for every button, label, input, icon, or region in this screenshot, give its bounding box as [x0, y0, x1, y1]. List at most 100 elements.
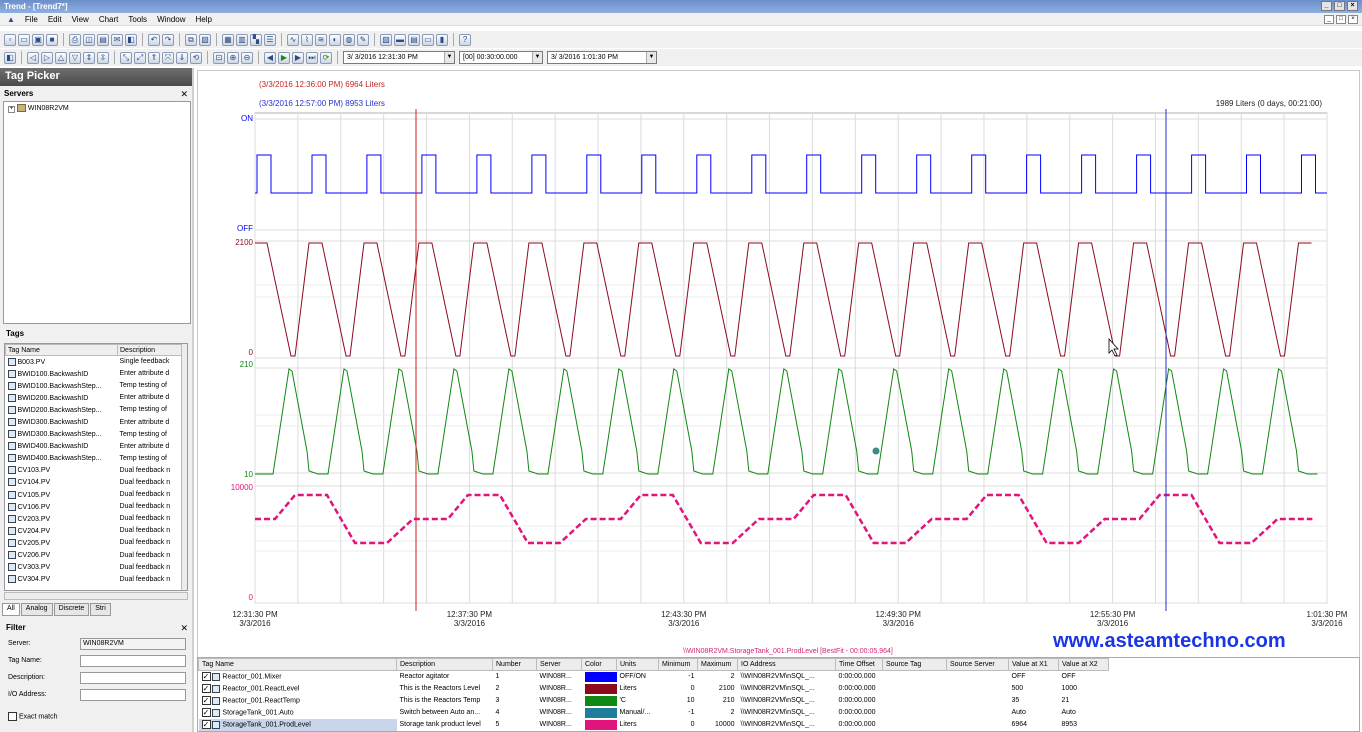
- tag-row[interactable]: CV104.PV Dual feedback n: [6, 476, 182, 488]
- color-swatch[interactable]: [584, 707, 617, 718]
- description-filter-field[interactable]: [80, 672, 186, 684]
- marker-icon[interactable]: ◍: [343, 33, 355, 46]
- tag-row[interactable]: BWID400.BackwashID Enter attribute d: [6, 440, 182, 452]
- menu-view[interactable]: View: [71, 14, 89, 24]
- chevron-down-icon[interactable]: ▼: [646, 52, 656, 63]
- print-preview-icon[interactable]: ◫: [83, 33, 95, 46]
- tag-visible-checkbox[interactable]: ✓: [201, 720, 211, 729]
- tagname-filter-field[interactable]: [80, 655, 186, 667]
- start-time-picker[interactable]: 3/ 3/2016 12:31:30 PM ▼: [343, 51, 455, 64]
- next-icon[interactable]: ▶: [292, 51, 304, 64]
- expand-icon[interactable]: +: [8, 105, 15, 113]
- tags-hscrollbar[interactable]: [4, 592, 188, 600]
- zoom-out-icon[interactable]: ⊖: [241, 51, 253, 64]
- tag-picker-icon[interactable]: ▨: [380, 33, 392, 46]
- undo-icon[interactable]: ↶: [148, 33, 160, 46]
- tag-row[interactable]: CV204.PV Dual feedback n: [6, 525, 182, 537]
- tab-discrete[interactable]: Discrete: [53, 603, 90, 616]
- auto-scale-icon[interactable]: ⤡: [120, 51, 132, 64]
- previous-icon[interactable]: ◀: [264, 51, 276, 64]
- tab-string[interactable]: Stri: [90, 603, 111, 616]
- mdi-restore-button[interactable]: □: [1336, 14, 1346, 24]
- mdi-close-button[interactable]: ×: [1348, 14, 1358, 24]
- color-icon[interactable]: ◐: [329, 33, 341, 46]
- grid-color[interactable]: [582, 671, 617, 683]
- scale-down-icon[interactable]: ⇓: [176, 51, 188, 64]
- scale-icon[interactable]: ⇕: [83, 51, 95, 64]
- grid-column-header[interactable]: Description: [396, 658, 493, 671]
- grid-row[interactable]: ✓ Reactor_001.ReactTemp This is the React…: [199, 695, 1109, 707]
- grid-column-header[interactable]: Source Tag: [882, 658, 947, 671]
- tag-visible-checkbox[interactable]: ✓: [201, 672, 211, 682]
- tag-row[interactable]: CV105.PV Dual feedback n: [6, 489, 182, 501]
- color-swatch[interactable]: [584, 719, 617, 730]
- email-icon[interactable]: ✉: [111, 33, 123, 46]
- tag-row[interactable]: CV203.PV Dual feedback n: [6, 513, 182, 525]
- grid-column-header[interactable]: Minimum: [658, 658, 698, 671]
- print-icon[interactable]: ⎙: [69, 33, 81, 46]
- maximize-button[interactable]: □: [1334, 1, 1345, 11]
- chevron-down-icon[interactable]: ▼: [444, 52, 454, 63]
- grid-column-header[interactable]: Server: [536, 658, 582, 671]
- grid-column-header[interactable]: Time Offset: [835, 658, 883, 671]
- copy-icon[interactable]: ⧉: [185, 33, 197, 46]
- grid-color[interactable]: [582, 719, 617, 731]
- time-bar-icon[interactable]: ▬: [394, 33, 406, 46]
- close-button[interactable]: ×: [1347, 1, 1358, 11]
- close-icon[interactable]: ✕: [180, 623, 188, 633]
- menu-window[interactable]: Window: [157, 14, 186, 24]
- tag-row[interactable]: BWID200.BackwashID Enter attribute d: [6, 392, 182, 404]
- tag-row[interactable]: CV206.PV Dual feedback n: [6, 549, 182, 561]
- grid-color[interactable]: [582, 683, 617, 695]
- tag-row[interactable]: CV103.PV Dual feedback n: [6, 464, 182, 476]
- close-icon[interactable]: ✕: [180, 89, 188, 99]
- color-swatch[interactable]: [584, 671, 617, 682]
- scale-up-icon[interactable]: ⇑: [148, 51, 160, 64]
- tree-icon[interactable]: ▚: [250, 33, 262, 46]
- tag-row[interactable]: CV205.PV Dual feedback n: [6, 537, 182, 549]
- end-icon[interactable]: ⏭: [306, 51, 318, 64]
- grid-column-header[interactable]: Source Server: [946, 658, 1009, 671]
- tag-row[interactable]: CV304.PV Dual feedback n: [6, 573, 182, 585]
- tag-visible-checkbox[interactable]: ✓: [201, 684, 211, 693]
- xy-chart-icon[interactable]: ⌇: [301, 33, 313, 46]
- grid-column-header[interactable]: IO Address: [737, 658, 836, 671]
- server-filter-field[interactable]: WIN08R2VM: [80, 638, 186, 650]
- zoom-box-icon[interactable]: ⊡: [213, 51, 225, 64]
- tag-row[interactable]: B003.PV Single feedback: [6, 356, 182, 368]
- tag-row[interactable]: BWID300.BackwashStep... Temp testing of: [6, 428, 182, 440]
- properties-icon[interactable]: ◧: [4, 51, 16, 64]
- help-icon[interactable]: ?: [459, 33, 471, 46]
- menu-edit[interactable]: Edit: [47, 14, 62, 24]
- tags-scrollbar[interactable]: [181, 344, 187, 590]
- tag-row[interactable]: BWID100.BackwashID Enter attribute d: [6, 368, 182, 380]
- tag-row[interactable]: BWID300.BackwashID Enter attribute d: [6, 416, 182, 428]
- save-icon[interactable]: ■: [46, 33, 58, 46]
- table-icon[interactable]: ▦: [222, 33, 234, 46]
- redo-icon[interactable]: ↷: [162, 33, 174, 46]
- tag-row[interactable]: CV303.PV Dual feedback n: [6, 561, 182, 573]
- grid-row[interactable]: ✓ Reactor_001.ReactLevel This is the Reac…: [199, 683, 1109, 695]
- end-time-picker[interactable]: 3/ 3/2016 1:01:30 PM ▼: [547, 51, 657, 64]
- list-icon[interactable]: ☰: [264, 33, 276, 46]
- io-filter-field[interactable]: [80, 689, 186, 701]
- zoom-in-icon[interactable]: ⊕: [227, 51, 239, 64]
- grid-column-header[interactable]: Value at X2: [1058, 658, 1109, 671]
- mdi-minimize-button[interactable]: _: [1324, 14, 1334, 24]
- copy-image-icon[interactable]: ◧: [125, 33, 137, 46]
- new-icon[interactable]: ▫: [4, 33, 16, 46]
- open-icon[interactable]: ▭: [18, 33, 30, 46]
- multi-chart-icon[interactable]: ≋: [315, 33, 327, 46]
- minimize-button[interactable]: _: [1321, 1, 1332, 11]
- grid-column-header[interactable]: Color: [581, 658, 617, 671]
- scroll-down-icon[interactable]: ▽: [69, 51, 81, 64]
- menu-tools[interactable]: Tools: [128, 14, 148, 24]
- column-header-description[interactable]: Description: [117, 344, 182, 356]
- tag-row[interactable]: BWID100.BackwashStep... Temp testing of: [6, 380, 182, 392]
- status-bar-icon[interactable]: ▭: [422, 33, 434, 46]
- color-swatch[interactable]: [584, 695, 617, 706]
- tag-row[interactable]: BWID200.BackwashStep... Temp testing of: [6, 404, 182, 416]
- tab-all[interactable]: All: [2, 603, 20, 616]
- paste-icon[interactable]: ▧: [199, 33, 211, 46]
- tag-row[interactable]: BWID400.BackwashStep... Temp testing of: [6, 452, 182, 464]
